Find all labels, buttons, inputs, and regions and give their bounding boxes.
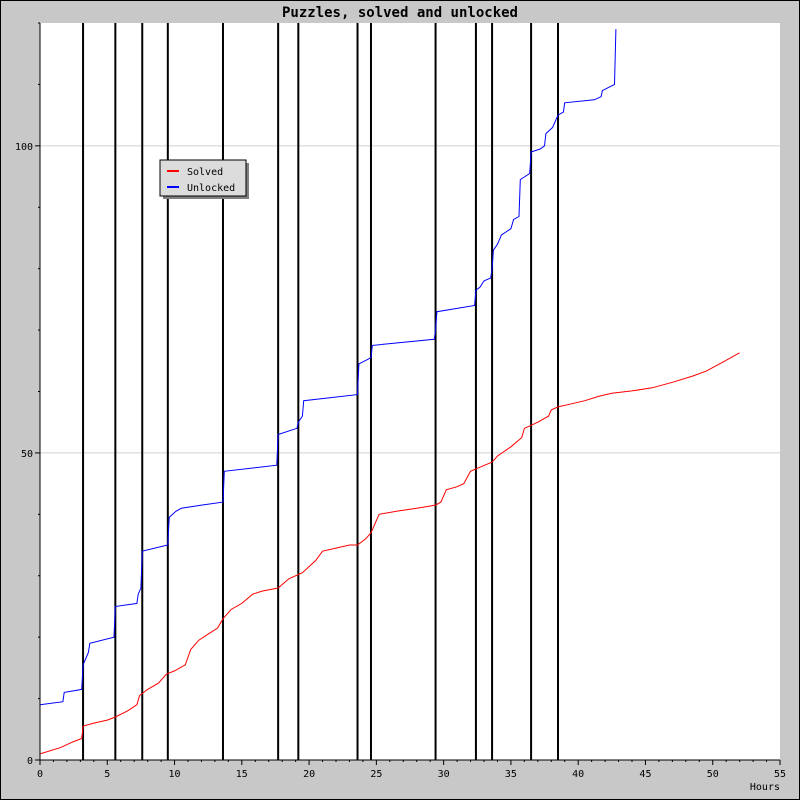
- x-tick-label-5: 5: [104, 769, 110, 780]
- x-tick-label-25: 25: [370, 769, 382, 780]
- y-tick-label-0: 0: [27, 756, 33, 767]
- x-tick-label-55: 55: [774, 769, 786, 780]
- x-tick-label-15: 15: [236, 769, 248, 780]
- grid-lines: [40, 145, 780, 454]
- series-line-solved: [39, 352, 740, 755]
- tick-labels: 0 5 10 15 20 25 30 35 40 45 50 55 0 50 100: [15, 22, 786, 780]
- y-tick-label-50: 50: [21, 449, 33, 460]
- x-tick-label-35: 35: [505, 769, 517, 780]
- x-tick-label-20: 20: [303, 769, 315, 780]
- series-lines: [39, 29, 740, 755]
- x-tick-label-50: 50: [707, 769, 719, 780]
- x-tick-label-40: 40: [572, 769, 584, 780]
- x-tick-label-10: 10: [169, 769, 181, 780]
- plot-area: [40, 23, 780, 760]
- y-tick-label-100: 100: [15, 142, 33, 153]
- legend: Solved Unlocked: [159, 159, 249, 199]
- chart-title: Puzzles, solved and unlocked: [282, 5, 518, 21]
- legend-label-unlocked: Unlocked: [187, 183, 235, 194]
- series-line-unlocked: [39, 29, 617, 706]
- x-tick-label-0: 0: [37, 769, 43, 780]
- x-tick-label-30: 30: [438, 769, 450, 780]
- x-axis-label: Hours: [750, 782, 780, 793]
- legend-label-solved: Solved: [187, 167, 223, 178]
- x-tick-label-45: 45: [639, 769, 651, 780]
